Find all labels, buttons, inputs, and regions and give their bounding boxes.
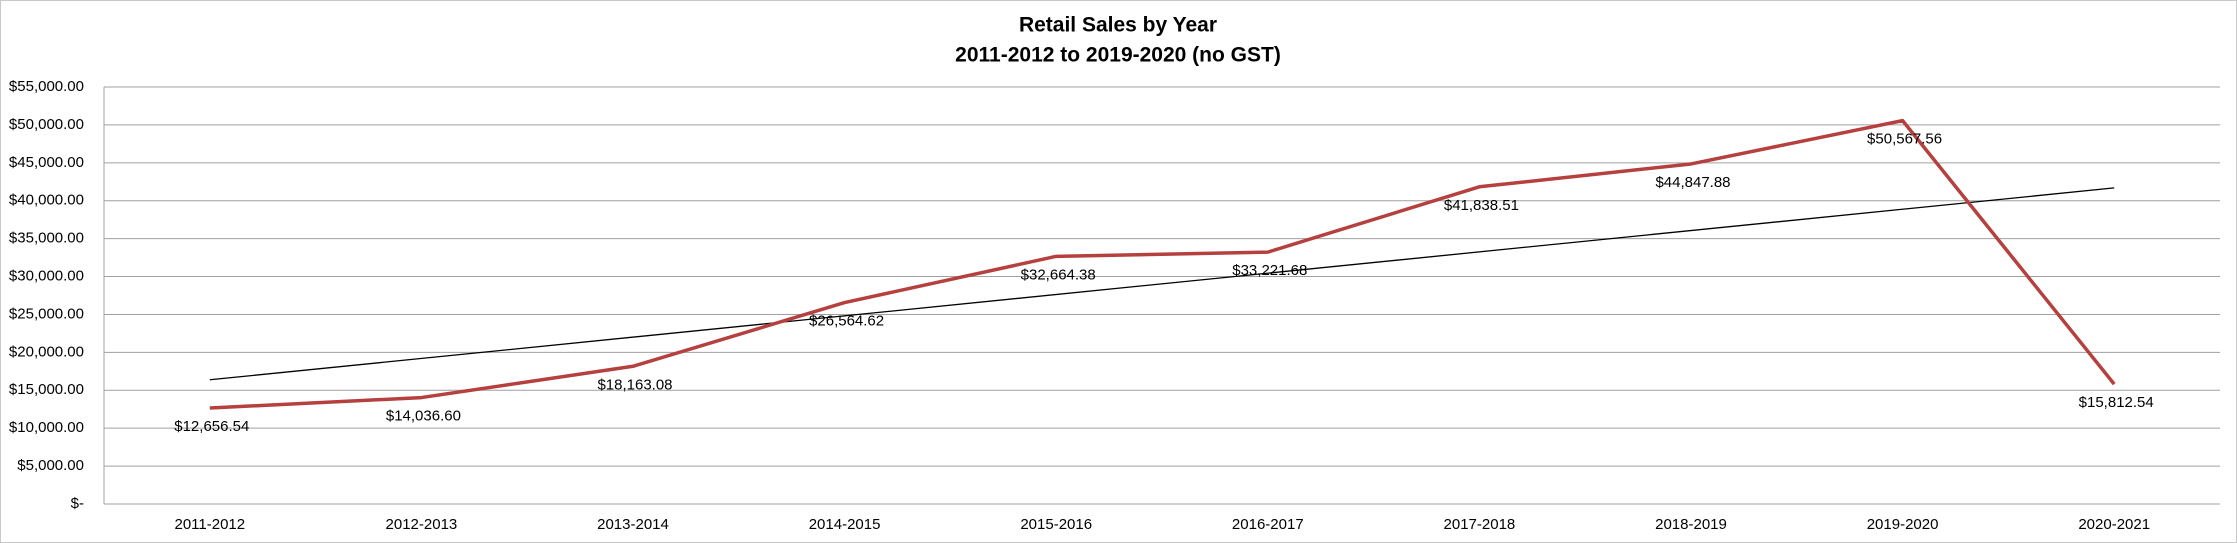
x-tick-label: 2019-2020 [1867,516,1939,533]
data-label: $32,664.38 [1021,266,1096,283]
y-tick-label: $40,000.00 [9,192,84,209]
y-tick-label: $35,000.00 [9,230,84,247]
data-label: $14,036.60 [386,408,461,425]
x-tick-label: 2011-2012 [174,516,245,533]
y-tick-label: $25,000.00 [9,305,84,322]
y-tick-label: $- [71,495,84,512]
x-tick-label: 2013-2014 [597,516,669,533]
x-tick-label: 2017-2018 [1444,516,1516,533]
y-tick-label: $30,000.00 [9,268,84,285]
x-tick-label: 2020-2021 [2078,516,2150,533]
data-label: $50,567.56 [1867,131,1942,148]
y-tick-label: $45,000.00 [9,154,84,171]
trendline [209,187,2115,381]
data-label: $44,847.88 [1655,174,1730,191]
x-tick-label: 2014-2015 [809,516,881,533]
y-tick-label: $55,000.00 [9,78,84,95]
data-label: $12,656.54 [174,418,249,435]
y-tick-label: $15,000.00 [9,381,84,398]
y-tick-label: $10,000.00 [9,419,84,436]
x-tick-label: 2012-2013 [386,516,458,533]
data-label: $41,838.51 [1444,197,1519,214]
data-line [209,118,2116,410]
y-tick-label: $20,000.00 [9,343,84,360]
chart-subtitle: 2011-2012 to 2019-2020 (no GST) [955,44,1281,67]
x-tick-label: 2015-2016 [1020,516,1092,533]
chart-title: Retail Sales by Year [1019,14,1217,37]
x-tick-label: 2016-2017 [1232,516,1304,533]
data-label: $18,163.08 [597,376,672,393]
x-tick-label: 2018-2019 [1655,516,1727,533]
y-tick-label: $5,000.00 [17,457,84,474]
data-label: $26,564.62 [809,313,884,330]
data-label: $15,812.54 [2079,394,2154,411]
y-tick-label: $50,000.00 [9,116,84,133]
data-label: $33,221.68 [1232,262,1307,279]
